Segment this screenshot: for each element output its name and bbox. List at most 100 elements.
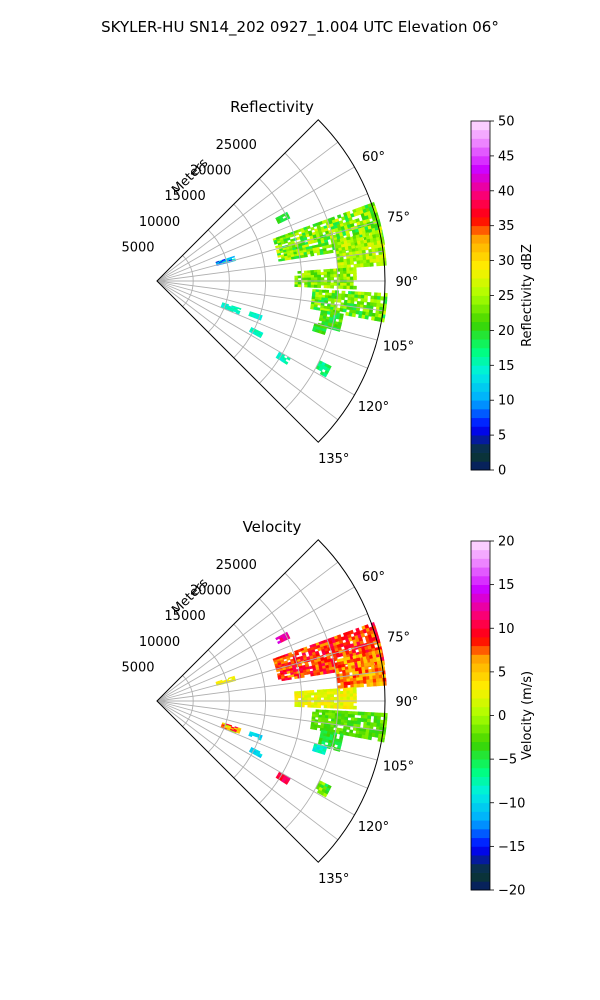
echo-cell xyxy=(339,305,344,309)
echo-cell xyxy=(366,262,371,267)
echo-cell xyxy=(336,705,341,709)
azimuth-spoke xyxy=(156,166,355,282)
echo-cell xyxy=(333,688,338,692)
echo-cell xyxy=(343,261,348,266)
echo-cell xyxy=(315,289,320,293)
echo-cell xyxy=(367,712,372,717)
echo-cell xyxy=(304,648,309,653)
echo-cell xyxy=(346,282,351,287)
echo-cell xyxy=(343,681,348,686)
echo-cell xyxy=(338,250,343,255)
echo-cell xyxy=(377,712,382,717)
echo-cell xyxy=(343,258,348,263)
echo-cell xyxy=(314,274,318,278)
echo-cell xyxy=(349,267,354,272)
range-tick-label: 15000 xyxy=(164,609,205,624)
echo-cell xyxy=(333,242,339,247)
echo-cell xyxy=(356,263,361,268)
echo-cell xyxy=(340,243,346,248)
echo-cell xyxy=(317,282,321,286)
echo-cell xyxy=(364,315,369,320)
echo-cell xyxy=(323,694,328,698)
echo-cell xyxy=(329,306,334,311)
echo-cell xyxy=(256,749,261,754)
echo-cell xyxy=(321,714,326,719)
echo-cell xyxy=(363,659,368,664)
echo-cell xyxy=(363,263,368,268)
colorbar-bin xyxy=(471,654,490,664)
azimuth-tick-label: 60° xyxy=(362,570,385,585)
colorbar-bin xyxy=(471,443,490,453)
echo-cell xyxy=(336,696,341,701)
echo-cell xyxy=(285,778,290,783)
echo-cell xyxy=(349,702,354,707)
echo-cell xyxy=(215,681,220,684)
colorbar-bin xyxy=(471,671,490,681)
echo-cell xyxy=(233,309,237,313)
echo-cell xyxy=(277,640,282,645)
echo-cell xyxy=(294,232,300,236)
echo-cell xyxy=(342,308,347,313)
echo-cell xyxy=(364,646,369,651)
echo-cell xyxy=(231,677,236,680)
echo-cell xyxy=(216,682,220,685)
echo-cell xyxy=(318,317,323,322)
echo-cell xyxy=(331,710,336,714)
echo-cell xyxy=(280,241,285,245)
azimuth-spoke xyxy=(156,280,378,341)
azimuth-spoke xyxy=(156,280,384,312)
echo-cell xyxy=(375,258,380,263)
echo-cell xyxy=(330,303,335,308)
echo-cell xyxy=(352,690,357,694)
colorbar-bin xyxy=(471,260,490,270)
echo-cell xyxy=(306,225,311,230)
colorbar-bin xyxy=(471,138,490,148)
colorbar-bin xyxy=(471,199,490,209)
echo-cell xyxy=(304,284,308,288)
echo-cell xyxy=(281,258,286,262)
echo-cell xyxy=(361,311,367,316)
echo-cell xyxy=(350,717,355,722)
echo-cell xyxy=(343,270,347,275)
echo-cell xyxy=(349,270,354,275)
echo-cell xyxy=(338,293,342,297)
echo-cell xyxy=(352,235,357,240)
echo-cell xyxy=(356,237,361,242)
echo-cell xyxy=(306,251,311,255)
echo-cell xyxy=(324,295,329,299)
echo-cell xyxy=(337,661,342,666)
echo-cell xyxy=(374,667,379,673)
echo-cell xyxy=(248,329,254,334)
echo-cell xyxy=(283,217,288,222)
echo-cell xyxy=(369,679,374,684)
echo-cell xyxy=(370,295,375,300)
echo-cell xyxy=(351,665,356,670)
echo-cell xyxy=(336,307,341,312)
echo-cell xyxy=(219,681,224,685)
colorbar-bin xyxy=(471,541,490,551)
echo-cell xyxy=(351,291,356,295)
colorbar-tick-label: 0 xyxy=(498,464,506,479)
echo-cell xyxy=(376,656,381,662)
azimuth-spoke xyxy=(156,280,339,421)
colorbar-bin xyxy=(471,155,490,166)
echo-cell xyxy=(336,727,341,732)
colorbar-bin xyxy=(471,741,490,751)
echo-cell xyxy=(347,662,352,667)
echo-cell xyxy=(255,314,260,318)
echo-cell xyxy=(349,677,354,682)
reflectivity-panel: Reflectivity 500010000150002000025000Met… xyxy=(121,98,535,479)
colorbar-bin xyxy=(471,347,490,357)
echo-cell xyxy=(356,660,362,666)
colorbar-tick-label: 15 xyxy=(498,359,515,374)
echo-cell xyxy=(372,237,378,243)
echo-cell xyxy=(328,712,333,717)
echo-cell xyxy=(368,309,374,314)
colorbar-bin xyxy=(471,610,490,620)
echo-cell xyxy=(321,228,326,233)
echo-cell xyxy=(328,715,332,719)
echo-cell xyxy=(348,668,353,673)
echo-cell xyxy=(356,257,361,262)
colorbar-bin xyxy=(471,628,490,638)
echo-region xyxy=(294,687,357,710)
